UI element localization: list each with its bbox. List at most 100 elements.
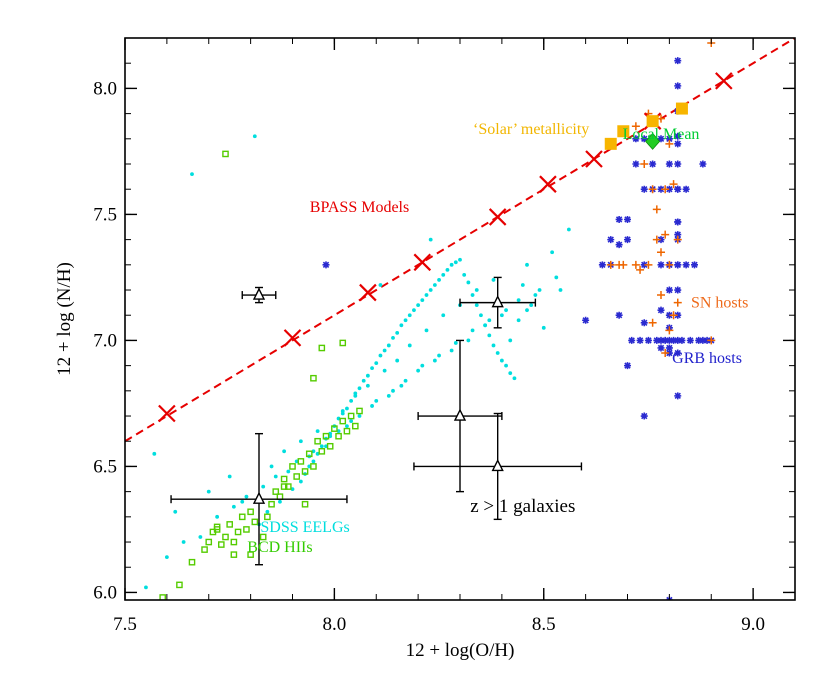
data-point [449,262,454,267]
data-point [525,262,529,267]
y-axis-label: 12 + log (N/H) [54,262,75,376]
data-point [645,132,661,150]
data-point [674,82,682,90]
data-point [674,231,682,239]
data-point [326,442,334,450]
data-point [640,135,648,143]
data-point [699,160,707,168]
series-local-mean [645,132,661,150]
data-point [640,185,648,193]
data-point [598,261,606,269]
data-point [491,278,496,282]
data-point [428,288,433,292]
data-point [391,336,395,340]
data-point [483,323,488,328]
data-point [315,429,320,434]
data-point [499,313,504,318]
data-point [491,295,504,308]
data-point [399,383,404,388]
data-point [374,399,379,403]
data-point [495,351,500,355]
data-point [619,260,628,269]
data-point [251,518,259,526]
data-point [280,475,288,483]
data-point [674,311,682,319]
data-point [674,132,682,140]
data-point [420,363,425,368]
data-point [428,237,433,242]
data-point [353,393,358,398]
data-point [159,594,166,600]
data-point [449,348,454,353]
data-point [487,333,492,338]
data-point [470,328,475,333]
data-point [297,458,305,465]
data-point [213,526,221,533]
data-point [164,555,169,560]
data-point [424,293,429,297]
data-point [631,122,640,131]
data-point [252,134,257,139]
data-point [657,344,665,352]
data-point [566,227,571,232]
data-point [582,316,590,324]
data-point [399,323,404,328]
annotation-label: ‘Solar’ metallicity [473,121,589,138]
data-point [403,378,408,383]
data-point [370,404,374,408]
data-point [474,288,479,292]
data-point [691,261,698,269]
annotation-label: SDSS EELGs [260,519,349,536]
data-point [640,319,648,327]
data-point [606,260,615,269]
data-point [470,293,475,297]
data-point [657,185,665,193]
data-point [244,494,249,499]
data-point [407,313,412,318]
data-point [370,366,374,371]
data-point [665,185,673,193]
data-point [632,160,640,168]
data-point [529,303,534,308]
data-point [247,508,254,516]
data-point [340,409,345,413]
plot-frame [124,37,796,601]
data-point [416,303,421,308]
annotation-label: Local Mean [623,126,700,143]
data-point [352,422,359,430]
series-z-1-galaxies [170,276,583,566]
data-point [339,339,347,347]
data-point [445,267,450,272]
data-point [674,392,682,400]
data-point [499,358,504,363]
data-point [310,374,317,382]
data-point [222,533,229,541]
data-point [653,336,661,344]
data-point [188,558,196,566]
data-point [665,160,673,168]
data-point [437,278,441,282]
data-point [474,303,479,308]
data-point [525,308,529,313]
data-point [432,283,437,287]
data-point [420,298,425,302]
data-point [615,311,623,319]
x-tick-label: 9.0 [741,614,765,635]
data-point [674,185,682,193]
data-point [272,488,280,495]
data-point [386,343,391,348]
data-point [386,393,391,398]
data-point [479,313,483,318]
data-point [176,581,183,589]
data-point [314,437,321,445]
data-point [670,336,678,344]
data-point [669,180,678,189]
data-point [674,160,682,168]
data-point [322,432,330,440]
data-point [673,235,682,244]
series-sn-hosts [606,39,716,358]
data-point [631,260,640,269]
data-point [675,102,688,115]
data-point [286,469,291,474]
